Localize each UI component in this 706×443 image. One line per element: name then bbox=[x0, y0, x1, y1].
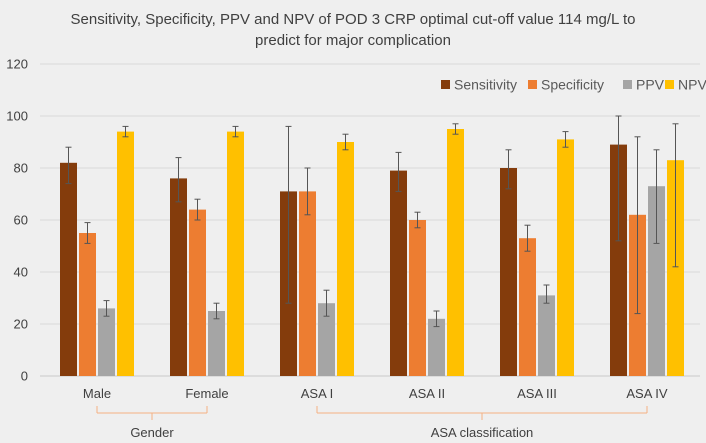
bar-ppv-1 bbox=[208, 311, 225, 376]
bar-specificity-1 bbox=[189, 209, 206, 376]
legend-label-specificity: Specificity bbox=[541, 77, 604, 93]
legend-swatch-sensitivity bbox=[441, 80, 450, 89]
y-tick-label: 120 bbox=[6, 57, 28, 72]
bar-specificity-0 bbox=[79, 233, 96, 376]
legend-label-ppv: PPV bbox=[636, 77, 665, 93]
x-tick-label: ASA IV bbox=[626, 386, 668, 401]
legend-label-npv: NPV bbox=[678, 77, 706, 93]
bar-sensitivity-1 bbox=[170, 178, 187, 376]
bar-npv-0 bbox=[117, 131, 134, 376]
y-tick-label: 60 bbox=[14, 213, 28, 228]
x-tick-label: Male bbox=[83, 386, 111, 401]
x-axis: Male Female ASA I ASA II ASA III ASA IV bbox=[83, 386, 668, 401]
chart-title-line-2: predict for major complication bbox=[255, 32, 451, 49]
y-axis: 0 20 40 60 80 100 120 bbox=[6, 57, 28, 384]
x-tick-label: ASA III bbox=[517, 386, 557, 401]
bar-sensitivity-0 bbox=[60, 162, 77, 376]
bar-npv-4 bbox=[557, 139, 574, 376]
bar-specificity-4 bbox=[519, 238, 536, 376]
legend-swatch-ppv bbox=[623, 80, 632, 89]
bar-ppv-0 bbox=[98, 308, 115, 376]
bar-specificity-2 bbox=[299, 191, 316, 376]
gridlines bbox=[40, 63, 700, 377]
bars bbox=[60, 129, 684, 376]
group-label: ASA classification bbox=[431, 425, 534, 440]
bar-ppv-2 bbox=[318, 303, 335, 376]
bar-sensitivity-3 bbox=[390, 170, 407, 376]
y-tick-label: 100 bbox=[6, 109, 28, 124]
bar-npv-5 bbox=[667, 160, 684, 376]
y-tick-label: 20 bbox=[14, 317, 28, 332]
bar-ppv-3 bbox=[428, 318, 445, 376]
bar-npv-3 bbox=[447, 129, 464, 376]
bar-specificity-3 bbox=[409, 220, 426, 376]
y-tick-label: 40 bbox=[14, 265, 28, 280]
legend-swatch-specificity bbox=[528, 80, 537, 89]
bar-npv-1 bbox=[227, 131, 244, 376]
group-label: Gender bbox=[130, 425, 174, 440]
bar-sensitivity-5 bbox=[610, 144, 627, 376]
bar-npv-2 bbox=[337, 142, 354, 376]
bar-ppv-5 bbox=[648, 186, 665, 376]
y-tick-label: 0 bbox=[21, 369, 28, 384]
legend-swatch-npv bbox=[665, 80, 674, 89]
x-tick-label: Female bbox=[185, 386, 228, 401]
legend: Sensitivity Specificity PPV NPV bbox=[441, 77, 706, 93]
bar-sensitivity-4 bbox=[500, 168, 517, 376]
x-tick-label: ASA II bbox=[409, 386, 445, 401]
category-groups: Gender ASA classification bbox=[96, 406, 648, 440]
error-bars bbox=[65, 115, 679, 328]
bar-ppv-4 bbox=[538, 295, 555, 376]
legend-label-sensitivity: Sensitivity bbox=[454, 77, 517, 93]
y-tick-label: 80 bbox=[14, 161, 28, 176]
x-tick-label: ASA I bbox=[301, 386, 334, 401]
chart-title-line-1: Sensitivity, Specificity, PPV and NPV of… bbox=[71, 11, 636, 28]
